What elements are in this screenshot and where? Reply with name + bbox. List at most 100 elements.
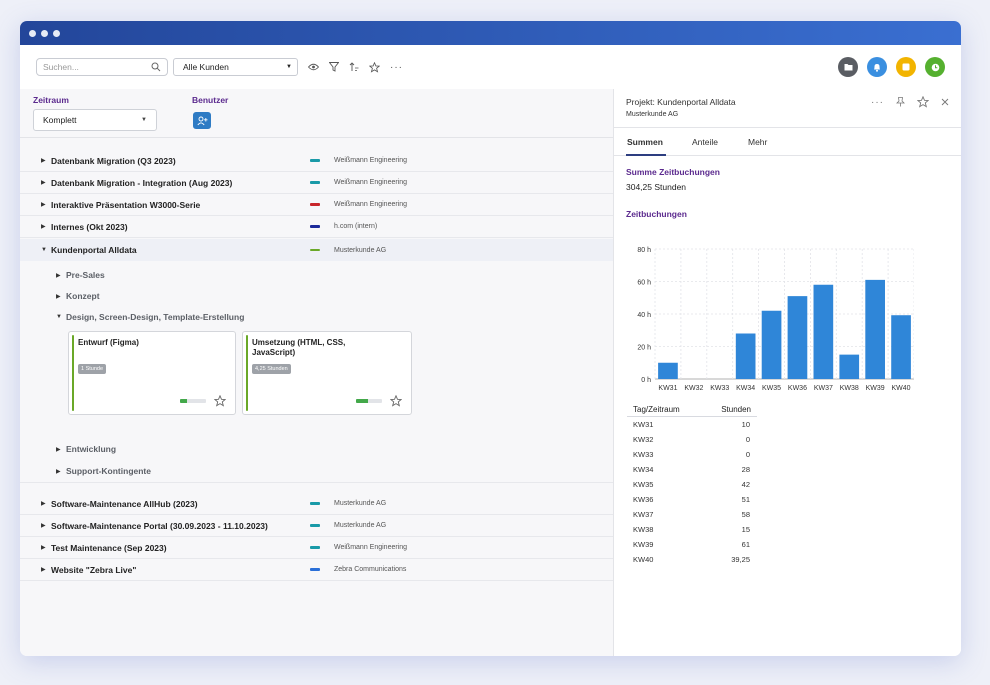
project-row[interactable]: ▶ Datenbank Migration - Integration (Aug… [20,172,613,194]
table-row: KW32 0 [627,432,757,447]
notes-button[interactable] [896,57,916,77]
caret-down-icon[interactable]: ▼ [56,314,62,320]
more-icon[interactable]: ··· [390,61,403,73]
table-header: Tag/Zeitraum Stunden [627,402,757,417]
project-color-bar [310,524,320,527]
project-row[interactable]: ▶ Software-Maintenance AllHub (2023) Mus… [20,493,613,515]
x-tick-label: KW33 [710,385,729,392]
row-hours: 42 [741,480,750,489]
eye-icon[interactable] [308,63,319,71]
caret-right-icon[interactable]: ▶ [41,545,46,551]
tab-anteile[interactable]: Anteile [692,137,718,147]
caret-right-icon[interactable]: ▶ [41,180,46,186]
phase-name: Pre-Sales [66,270,105,280]
sum-heading: Summe Zeitbuchungen [626,167,720,177]
y-tick-label: 0 h [641,377,651,384]
phase-name: Design, Screen-Design, Template-Erstellu… [66,312,245,322]
project-name: Kundenportal Alldata [51,245,137,255]
window-maximize-dot[interactable] [53,29,60,37]
phase-name: Konzept [66,291,100,301]
search-input[interactable]: Suchen... [36,58,168,76]
caret-right-icon[interactable]: ▶ [56,468,61,475]
folder-button[interactable] [838,57,858,77]
star-icon[interactable] [390,395,402,407]
filter-icon[interactable] [329,62,339,72]
caret-right-icon[interactable]: ▶ [41,567,46,573]
bar [735,333,756,379]
customer-filter-select[interactable]: Alle Kunden ▼ [173,58,298,76]
panel-header: Projekt: Kundenportal Alldata Musterkund… [614,89,961,128]
row-period: KW34 [633,465,654,474]
caret-right-icon[interactable]: ▶ [56,446,61,453]
add-user-icon [196,116,207,125]
add-user-button[interactable] [193,112,211,129]
project-client: Musterkunde AG [334,500,387,507]
project-row-expanded[interactable]: ▼ Kundenportal Alldata Musterkunde AG [20,239,613,261]
x-tick-label: KW31 [658,385,677,392]
bar [761,310,782,379]
timer-button[interactable] [925,57,945,77]
folder-icon [844,64,852,71]
project-client: h.com (intern) [334,223,378,230]
caret-right-icon[interactable]: ▶ [41,202,46,208]
row-hours: 39,25 [731,555,750,564]
task-progress-bar [180,399,206,403]
caret-down-icon[interactable]: ▼ [41,247,47,253]
project-row[interactable]: ▶ Software-Maintenance Portal (30.09.202… [20,515,613,537]
y-tick-label: 20 h [637,345,651,352]
project-row[interactable]: ▶ Interaktive Präsentation W3000-Serie W… [20,194,613,216]
project-row[interactable]: ▶ Website "Zebra Live" Zebra Communicati… [20,559,613,581]
project-row[interactable]: ▶ Datenbank Migration (Q3 2023) Weißmann… [20,150,613,172]
close-icon[interactable] [941,98,949,106]
table-row: KW34 28 [627,462,757,477]
title-bar [20,21,961,45]
caret-right-icon[interactable]: ▶ [56,272,61,279]
task-color-bar [72,335,74,411]
bar [865,279,885,379]
sum-value: 304,25 Stunden [626,182,687,192]
caret-right-icon[interactable]: ▶ [41,523,46,529]
window-close-dot[interactable] [29,29,36,37]
task-card[interactable]: Entwurf (Figma) 1 Stunde [68,331,236,415]
panel-tabs: Summen Anteile Mehr [614,128,961,156]
period-select[interactable]: Komplett ▼ [33,109,157,131]
star-icon[interactable] [369,61,380,73]
caret-right-icon[interactable]: ▶ [41,501,46,507]
phase-item[interactable]: ▶ Entwicklung [20,439,613,459]
chart-heading: Zeitbuchungen [626,209,687,219]
notifications-button[interactable] [867,57,887,77]
table-row: KW35 42 [627,477,757,492]
x-tick-label: KW35 [762,385,781,392]
customer-filter-value: Alle Kunden [183,62,229,72]
phase-item[interactable]: ▶ Konzept [20,286,613,306]
bar [813,284,834,379]
table-row: KW36 51 [627,492,757,507]
project-row[interactable]: ▶ Internes (Okt 2023) h.com (intern) [20,216,613,238]
tab-mehr[interactable]: Mehr [748,137,768,147]
project-client: Weißmann Engineering [334,157,408,164]
more-icon[interactable]: ··· [871,96,884,108]
task-progress-bar [356,399,382,403]
window-minimize-dot[interactable] [41,29,48,37]
row-hours: 15 [741,525,750,534]
project-color-bar [310,181,320,184]
star-icon[interactable] [214,395,226,407]
caret-right-icon[interactable]: ▶ [41,224,46,230]
caret-right-icon[interactable]: ▶ [56,293,61,300]
user-label: Benutzer [192,95,229,105]
phase-item[interactable]: ▶ Support-Kontingente [20,460,613,483]
phase-item[interactable]: ▶ Pre-Sales [20,265,613,285]
column-header-hours: Stunden [721,404,751,414]
table-row: KW33 0 [627,447,757,462]
phase-item-expanded[interactable]: ▼ Design, Screen-Design, Template-Erstel… [20,307,613,327]
table-row: KW31 10 [627,417,757,432]
sort-icon[interactable] [349,62,359,72]
row-period: KW32 [633,435,654,444]
pin-icon[interactable] [896,97,905,107]
phase-name: Entwicklung [66,444,117,454]
task-card[interactable]: Umsetzung (HTML, CSS, JavaScript) 4,25 S… [242,331,412,415]
tab-summen[interactable]: Summen [627,137,663,147]
project-row[interactable]: ▶ Test Maintenance (Sep 2023) Weißmann E… [20,537,613,559]
star-icon[interactable] [917,96,929,108]
caret-right-icon[interactable]: ▶ [41,158,46,164]
